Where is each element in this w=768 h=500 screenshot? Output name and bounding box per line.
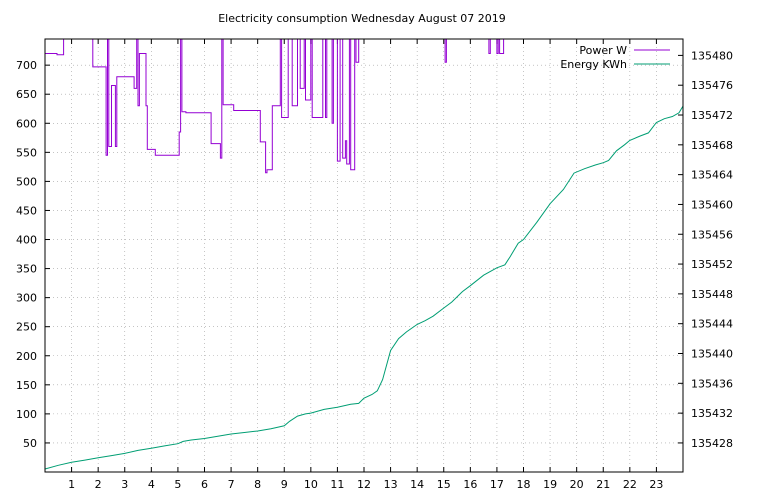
grid [45,39,683,472]
y2-tick-label: 135456 [691,228,733,241]
x-tick-label: 8 [254,478,261,491]
y-tick-label: 200 [16,350,37,363]
x-tick-label: 18 [517,478,531,491]
y-tick-label: 300 [16,292,37,305]
legend: Power W Energy KWh [560,44,670,71]
x-tick-label: 1 [68,478,75,491]
y2-tick-label: 135464 [691,169,733,182]
x-tick-label: 21 [596,478,610,491]
x-tick-label: 16 [463,478,477,491]
x-tick-label: 11 [330,478,344,491]
x-tick-label: 20 [570,478,584,491]
x-tick-label: 13 [384,478,398,491]
y2-tick-label: 135460 [691,198,733,211]
x-tick-label: 10 [304,478,318,491]
y-tick-label: 500 [16,175,37,188]
x-tick-label: 2 [95,478,102,491]
y2-tick-label: 135472 [691,109,733,122]
y2-tick-label: 135436 [691,377,733,390]
y-tick-label: 450 [16,204,37,217]
series-energy-line [44,105,684,470]
x-tick-label: 14 [410,478,424,491]
y-tick-label: 250 [16,321,37,334]
x-tick-label: 3 [121,478,128,491]
x-tick-label: 12 [357,478,371,491]
x-tick-label: 23 [649,478,663,491]
plot-frame [44,38,684,473]
y-tick-label: 150 [16,379,37,392]
y2-tick-label: 135480 [691,49,733,62]
x-tick-label: 9 [281,478,288,491]
x-tick-label: 6 [201,478,208,491]
x-tick-label: 22 [623,478,637,491]
y2-tick-label: 135428 [691,437,733,450]
y2-tick-label: 135440 [691,348,733,361]
y2-tick-label: 135468 [691,139,733,152]
y-tick-label: 700 [16,59,37,72]
chart-title: Electricity consumption Wednesday August… [218,12,506,25]
y2-tick-label: 135432 [691,407,733,420]
y-tick-label: 100 [16,408,37,421]
y-tick-label: 400 [16,234,37,247]
y-tick-label: 650 [16,88,37,101]
axis-ticks: 1 2 3 4 5 6 7 8 9 10 11 12 13 14 15 16 17 18 19 20 21 22 23501… [16,39,733,491]
x-tick-label: 4 [148,478,155,491]
legend-label-energy: Energy KWh [560,58,627,71]
y-tick-label: 50 [23,437,37,450]
x-tick-label: 7 [228,478,235,491]
x-tick-label: 15 [437,478,451,491]
y-tick-label: 600 [16,117,37,130]
y2-tick-label: 135452 [691,258,733,271]
x-tick-label: 5 [174,478,181,491]
legend-label-power: Power W [579,44,627,57]
x-tick-label: 19 [543,478,557,491]
y2-tick-label: 135476 [691,79,733,92]
x-tick-label: 17 [490,478,504,491]
y-tick-label: 350 [16,263,37,276]
y2-tick-label: 135448 [691,288,733,301]
y2-tick-label: 135444 [691,318,733,331]
y-tick-label: 550 [16,146,37,159]
